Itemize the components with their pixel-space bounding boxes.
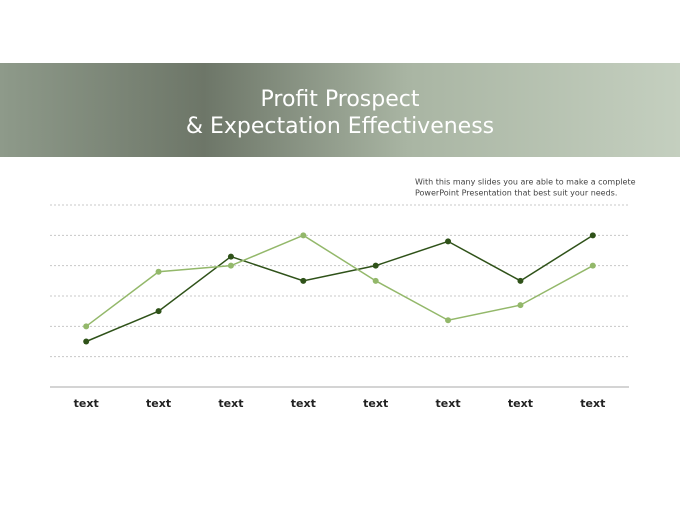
x-tick-label: text: [436, 397, 461, 410]
x-tick-label: text: [146, 397, 171, 410]
title-line: & Expectation Effectiveness: [186, 114, 494, 139]
data-point: [589, 262, 596, 269]
data-point: [155, 268, 162, 275]
x-tick-label: text: [291, 397, 316, 410]
data-point: [83, 323, 90, 330]
x-tick-label: text: [580, 397, 605, 410]
data-point: [83, 338, 90, 345]
subtitle-line: With this many slides you are able to ma…: [415, 178, 636, 187]
data-point: [300, 232, 307, 239]
data-point: [227, 262, 234, 269]
x-tick-label: text: [363, 397, 388, 410]
data-point: [445, 317, 452, 324]
data-point: [227, 253, 234, 260]
data-point: [155, 308, 162, 315]
title-line: Profit Prospect: [261, 87, 420, 112]
banner: [0, 63, 680, 157]
data-point: [445, 238, 452, 245]
data-point: [517, 302, 524, 309]
series-line: [85, 234, 594, 343]
x-tick-label: text: [218, 397, 243, 410]
data-point: [300, 277, 307, 284]
data-point: [517, 277, 524, 284]
subtitle-line: PowerPoint Presentation that best suit y…: [415, 189, 617, 198]
data-point: [589, 232, 596, 239]
data-point: [372, 262, 379, 269]
x-tick-label: text: [508, 397, 533, 410]
x-tick-label: text: [74, 397, 99, 410]
data-point: [372, 277, 379, 284]
series-line: [85, 234, 594, 327]
